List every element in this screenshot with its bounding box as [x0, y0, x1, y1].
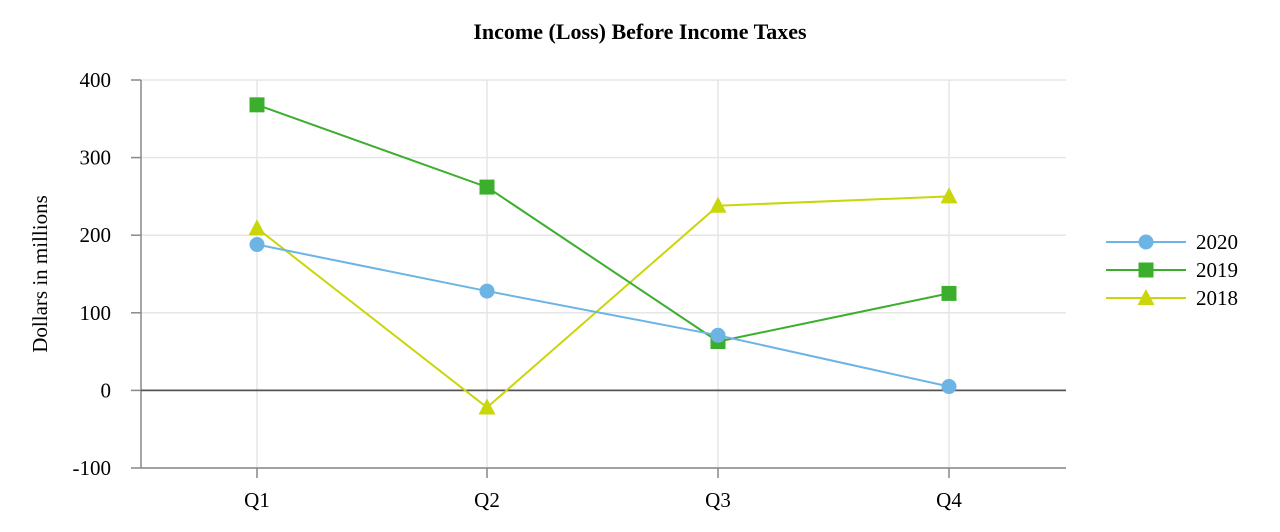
x-tick-label: Q2 — [474, 488, 500, 512]
series-2020 — [249, 237, 957, 395]
legend-marker — [1138, 262, 1154, 278]
chart-title: Income (Loss) Before Income Taxes — [473, 19, 807, 44]
data-point-2020-Q3 — [710, 327, 726, 343]
y-tick-label: 200 — [80, 223, 112, 247]
legend-label: 2018 — [1196, 286, 1238, 310]
series-layer — [248, 97, 958, 415]
axes — [131, 79, 1066, 478]
data-point-2019-Q2 — [479, 179, 495, 195]
data-point-2018-Q1 — [248, 219, 266, 236]
y-tick-label: -100 — [73, 456, 112, 480]
legend-label: 2020 — [1196, 230, 1238, 254]
y-tick-label: 100 — [80, 301, 112, 325]
y-tick-label: 0 — [101, 378, 112, 402]
data-point-2020-Q1 — [249, 237, 265, 253]
series-line-2020 — [256, 243, 950, 388]
legend-item-2020[interactable]: 2020 — [1106, 230, 1238, 254]
data-point-2018-Q2 — [478, 398, 496, 415]
x-tick-label: Q4 — [936, 488, 962, 512]
y-tick-label: 300 — [80, 146, 112, 170]
x-tick-label: Q3 — [705, 488, 731, 512]
grid — [141, 79, 1066, 469]
data-point-2018-Q3 — [709, 196, 727, 213]
legend-marker — [1138, 234, 1154, 250]
y-axis-title: Dollars in millions — [28, 195, 52, 353]
series-2018 — [248, 187, 958, 415]
y-tick-label: 400 — [80, 68, 112, 92]
x-tick-labels: Q1 Q2 Q3 Q4 — [244, 488, 962, 512]
data-point-2020-Q4 — [941, 379, 957, 395]
series-line-2019 — [256, 103, 950, 343]
legend-label: 2019 — [1196, 258, 1238, 282]
legend-item-2018[interactable]: 2018 — [1106, 286, 1238, 310]
y-tick-labels: -100 0 100 200 300 400 — [73, 68, 112, 480]
legend-item-2019[interactable]: 2019 — [1106, 258, 1238, 282]
series-line-2018 — [256, 195, 950, 409]
series-2019 — [249, 97, 957, 350]
data-point-2019-Q4 — [941, 285, 957, 301]
data-point-2020-Q2 — [479, 283, 495, 299]
legend-marker — [1137, 289, 1155, 305]
x-tick-label: Q1 — [244, 488, 270, 512]
legend[interactable]: 2020 2019 2018 — [1106, 230, 1238, 310]
data-point-2019-Q1 — [249, 97, 265, 113]
data-point-2018-Q4 — [940, 187, 958, 204]
